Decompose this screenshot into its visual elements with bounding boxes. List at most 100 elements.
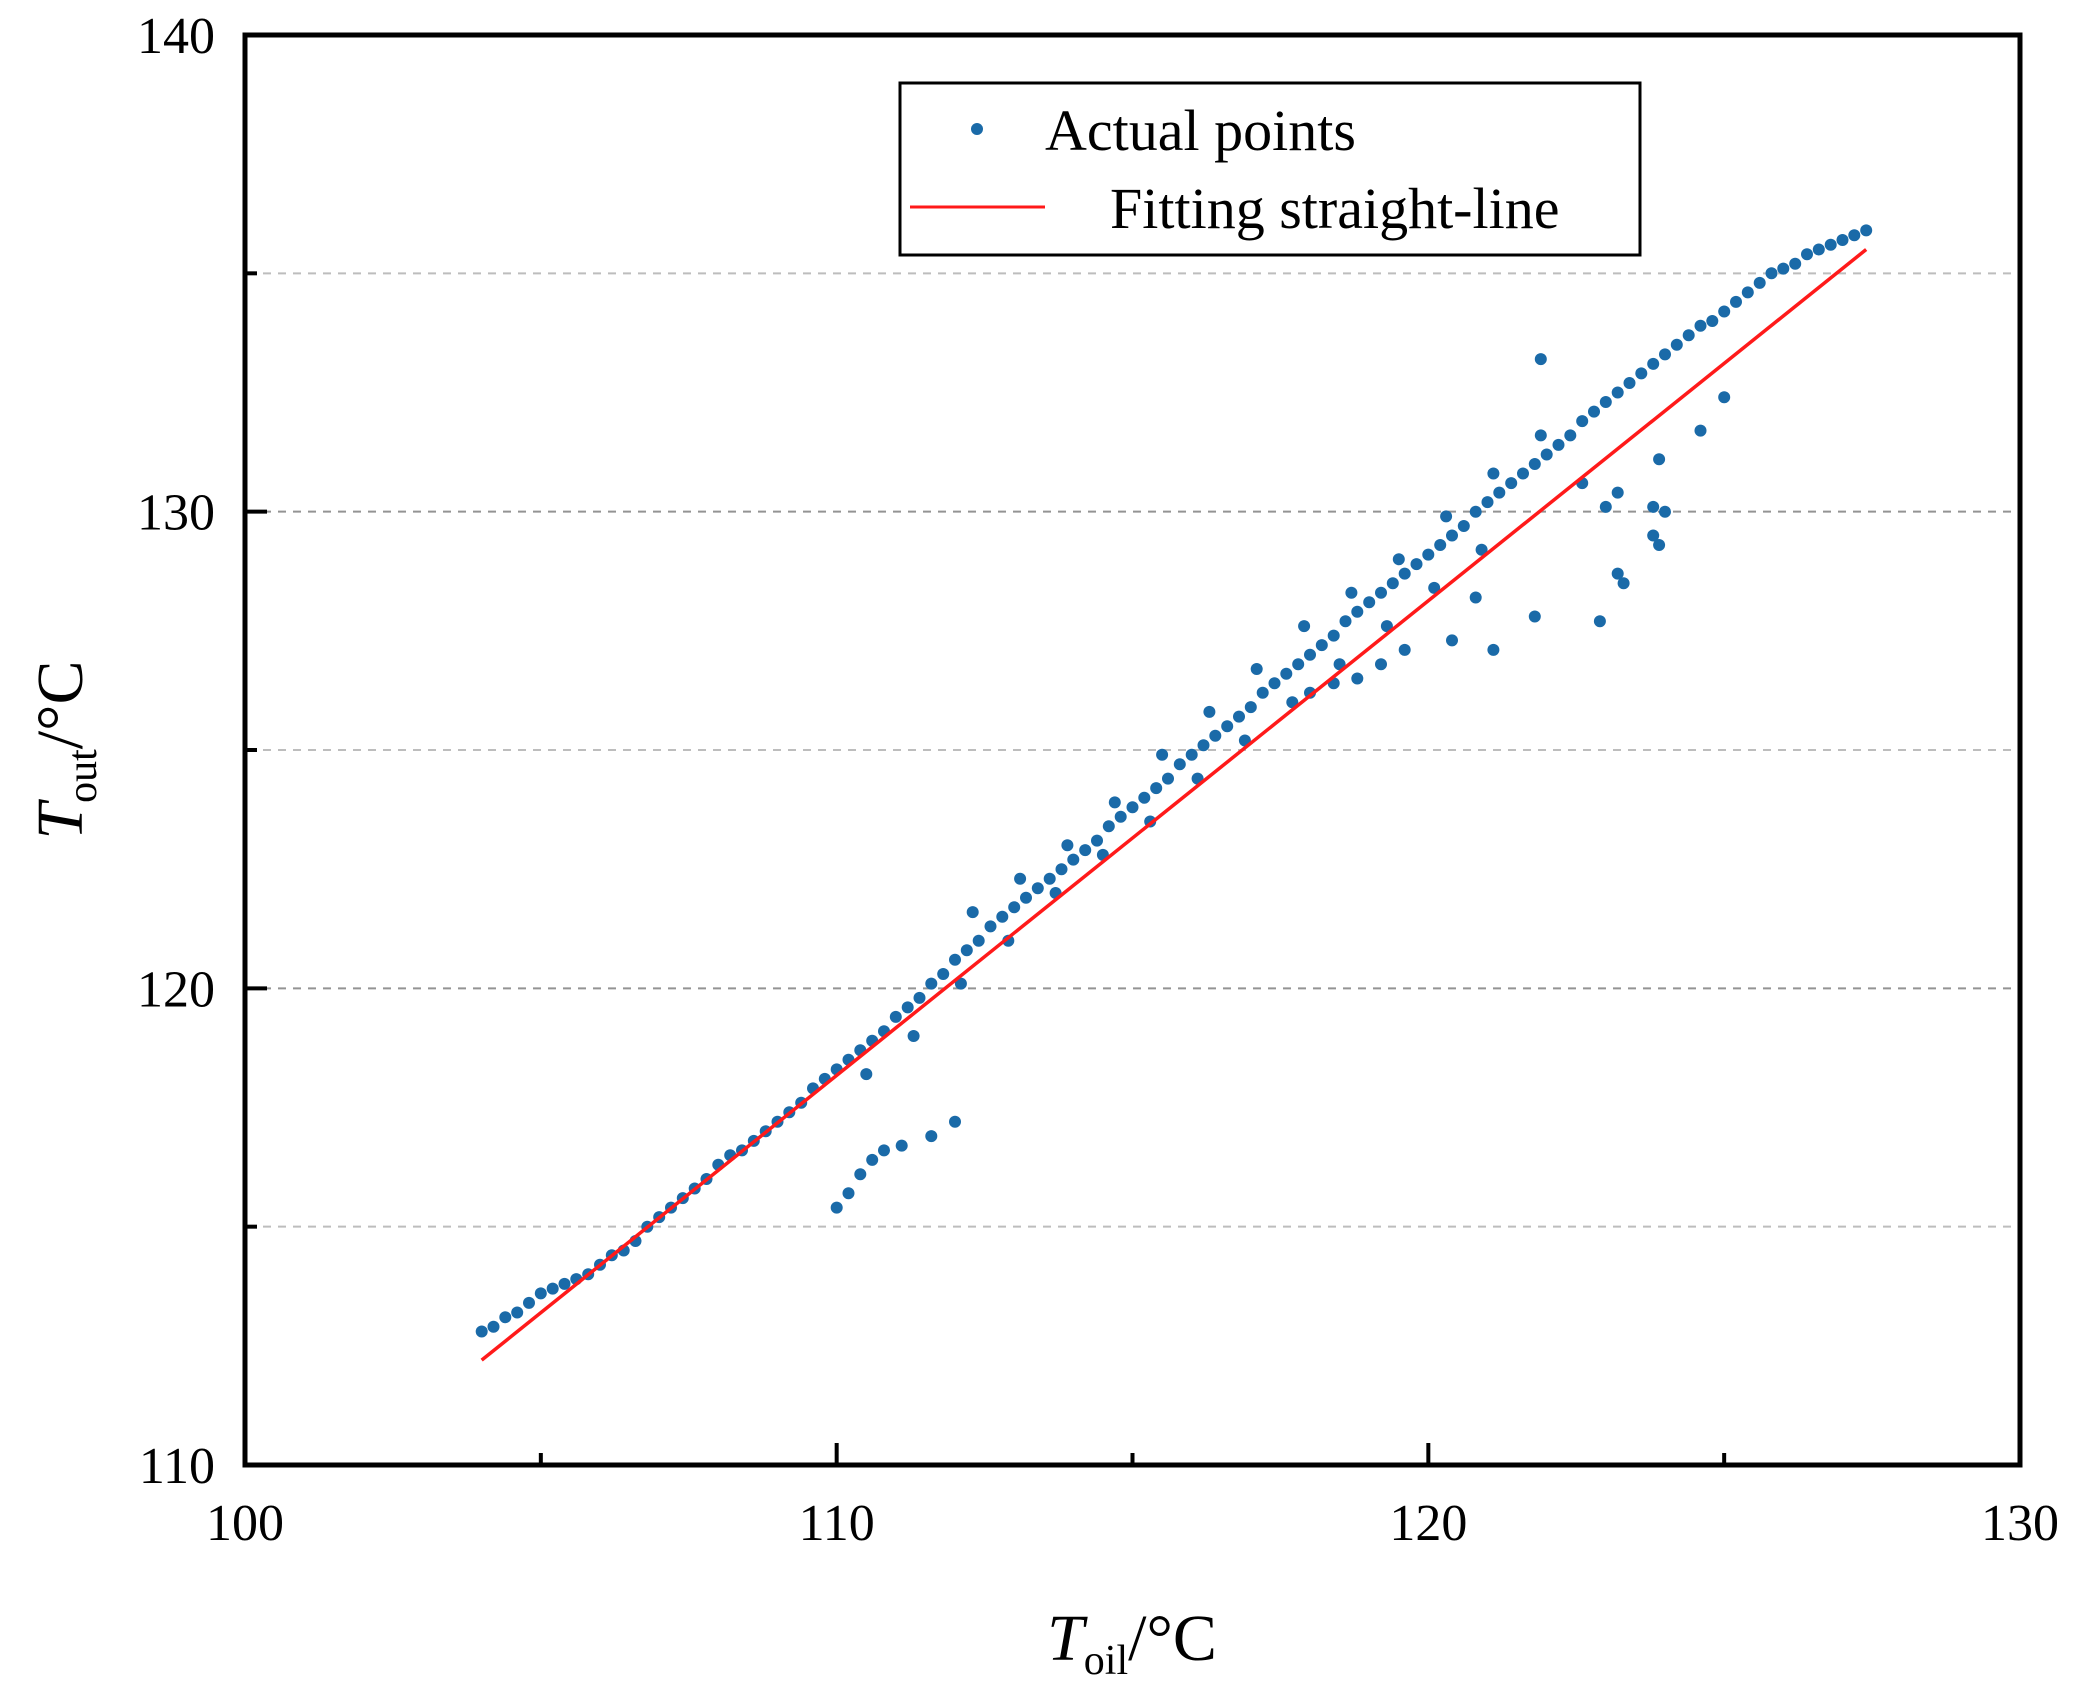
data-point [1836, 234, 1849, 246]
legend-points-label: Actual points [1045, 98, 1356, 163]
data-point [1233, 710, 1245, 723]
data-point [1599, 396, 1612, 408]
data-point [1588, 405, 1600, 418]
data-point [1635, 367, 1648, 380]
data-point [984, 920, 997, 933]
data-point [949, 953, 961, 966]
data-point [1457, 520, 1470, 532]
data-point [1481, 496, 1494, 509]
data-point [972, 934, 985, 947]
x-tick-label: 120 [1389, 1495, 1467, 1552]
data-point [895, 1139, 908, 1152]
data-point [1475, 543, 1488, 556]
data-point [1315, 639, 1328, 652]
data-point [1469, 591, 1482, 604]
y-axis-unit: /°C [24, 660, 97, 749]
data-point [1753, 276, 1766, 289]
data-point [1339, 615, 1352, 628]
x-axis-unit: /°C [1128, 1602, 1217, 1675]
data-point [1197, 739, 1210, 752]
data-point [1623, 377, 1636, 389]
y-axis-symbol: T [24, 799, 97, 840]
data-point [1020, 891, 1032, 904]
data-point [1055, 863, 1068, 876]
data-point [1150, 782, 1163, 795]
y-tick-label: 110 [139, 1438, 215, 1495]
data-point [1653, 453, 1666, 466]
data-point [1209, 729, 1222, 742]
data-point [1386, 577, 1399, 590]
data-point [1375, 658, 1387, 671]
data-point [1375, 586, 1387, 599]
legend: Actual points Fitting straight-line [898, 81, 1642, 257]
data-point [866, 1153, 879, 1166]
data-point [913, 991, 926, 1004]
data-point [1824, 238, 1837, 251]
x-axis-symbol: T [1047, 1602, 1088, 1675]
data-point [1422, 548, 1435, 561]
data-point [1576, 415, 1589, 428]
data-point [1528, 458, 1541, 470]
data-point [960, 944, 973, 957]
data-point [1647, 357, 1660, 370]
data-point [1653, 539, 1666, 551]
data-point [1694, 424, 1707, 437]
data-point [854, 1168, 867, 1181]
data-point [1126, 801, 1139, 814]
data-point [937, 968, 950, 980]
data-point [1250, 663, 1263, 675]
data-point [889, 1010, 902, 1023]
data-point [1848, 229, 1861, 242]
data-point [1268, 677, 1281, 690]
data-point [1670, 338, 1683, 351]
data-point [546, 1282, 559, 1295]
data-point [1351, 672, 1364, 685]
data-point [1617, 577, 1630, 590]
data-point [1647, 529, 1660, 542]
data-point [1741, 286, 1754, 299]
data-series [475, 224, 1873, 1362]
y-tick-label: 140 [137, 8, 215, 65]
data-point [1611, 567, 1624, 580]
data-point [1298, 620, 1311, 633]
data-point [949, 1115, 961, 1128]
grid-lines [263, 272, 2020, 1228]
data-point [1256, 686, 1269, 699]
x-axis-title: Toil/°C [1047, 1602, 1217, 1684]
data-point [1487, 467, 1500, 480]
legend-points-marker [971, 123, 983, 135]
x-tick-label: 130 [1981, 1495, 2059, 1552]
data-point [860, 1068, 873, 1081]
data-point [1102, 820, 1115, 833]
data-point [1659, 348, 1671, 361]
data-point [925, 977, 938, 990]
data-point [1730, 295, 1742, 308]
legend-box [898, 81, 1642, 257]
data-point [1446, 634, 1458, 647]
data-point [842, 1187, 855, 1200]
y-tick-label: 130 [137, 485, 215, 542]
data-point [1002, 934, 1015, 947]
data-point [1534, 429, 1547, 442]
data-point [1718, 305, 1731, 318]
data-point [1108, 796, 1121, 809]
data-point [1014, 872, 1027, 885]
data-point [1363, 596, 1376, 609]
data-point [1528, 610, 1541, 623]
data-point [499, 1311, 512, 1324]
data-point [558, 1277, 571, 1290]
data-point [1789, 257, 1802, 270]
y-tick-label: 120 [137, 961, 215, 1018]
data-point [1392, 553, 1405, 566]
data-point [1280, 667, 1293, 680]
data-point [1611, 486, 1624, 499]
data-point [1706, 315, 1719, 327]
data-point [534, 1287, 547, 1300]
data-point [1446, 529, 1458, 542]
data-point [1185, 748, 1198, 761]
data-point [1428, 581, 1441, 594]
data-point [1398, 643, 1411, 656]
data-point [1440, 510, 1453, 523]
data-point [1114, 810, 1127, 823]
